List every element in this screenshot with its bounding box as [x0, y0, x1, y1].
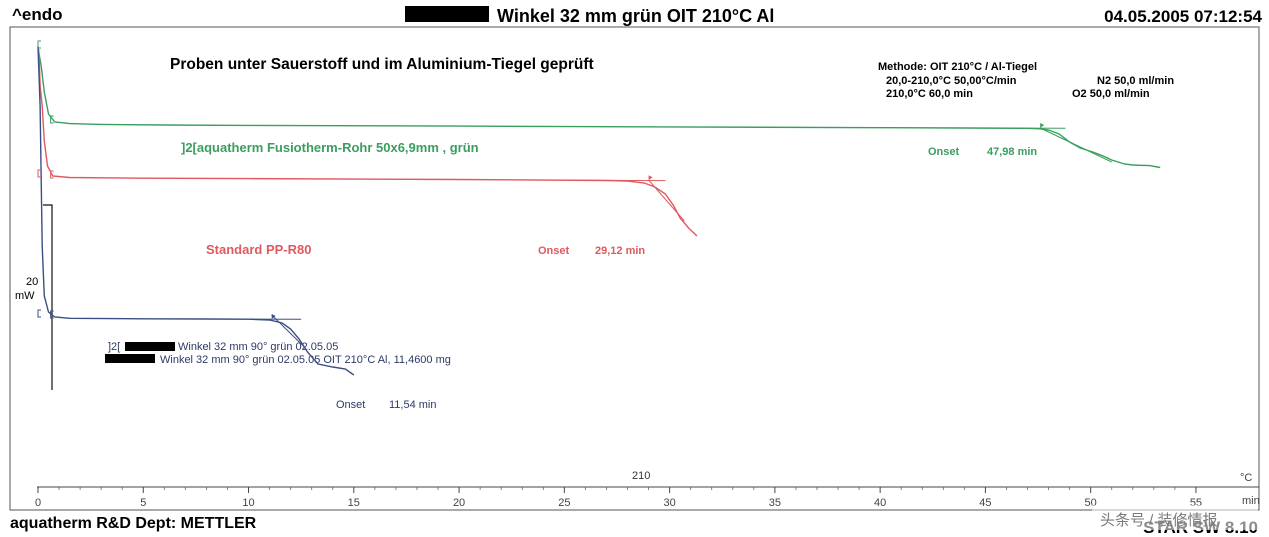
chart-frame [9, 26, 1260, 511]
limit-bracket-mark [37, 169, 41, 178]
sample-info-line1-prefix: ]2[ [108, 341, 120, 353]
onset-tangent-line [1039, 127, 1112, 163]
x-axis-tick-label: 0 [35, 497, 41, 509]
x-axis-tick-label: 20 [453, 497, 465, 509]
sample-info-line1: Winkel 32 mm 90° grün 02.05.05 [178, 341, 338, 353]
watermark-backdrop [1092, 505, 1258, 530]
y-scale-value: 20 [26, 276, 38, 288]
series-label-pp-r80: Standard PP-R80 [206, 242, 311, 257]
x-axis-ticks: 0 5 10 15 20 25 30 35 40 45 50 55 [35, 487, 1202, 509]
method-line1: Methode: OIT 210°C / Al-Tiegel [878, 61, 1037, 73]
onset-label-pp-r80: Onset [538, 245, 570, 257]
x-axis-tick-label: 30 [663, 497, 675, 509]
limit-bracket-mark [50, 170, 54, 179]
onset-label-fusiotherm: Onset [928, 146, 960, 158]
x-axis-tick-label: 35 [769, 497, 781, 509]
x-axis-tick-label: 45 [979, 497, 991, 509]
watermark-text: 头条号 / 装修情报 [1100, 512, 1218, 529]
series-line-2 [37, 46, 355, 376]
redacted-block [125, 342, 175, 351]
y-scale-unit: mW [15, 290, 35, 302]
x-axis-label: min [1242, 495, 1260, 507]
x-axis-tick-label: 5 [140, 497, 146, 509]
redacted-block [405, 6, 489, 22]
header-title: Winkel 32 mm grün OIT 210°C Al [497, 6, 774, 26]
onset-marker [1040, 123, 1045, 128]
series-line-1 [37, 46, 698, 237]
header-datetime: 04.05.2005 07:12:54 [1104, 7, 1262, 26]
method-line3b: O2 50,0 ml/min [1072, 88, 1150, 100]
method-line2b: N2 50,0 ml/min [1097, 75, 1174, 87]
limit-bracket-mark [37, 309, 41, 318]
limit-bracket-mark [50, 115, 54, 124]
series-layer [37, 40, 1161, 376]
x-axis-unit-right: °C [1240, 472, 1252, 484]
footer-dept: aquatherm R&D Dept: METTLER [10, 515, 257, 532]
x-axis-tick-label: 40 [874, 497, 886, 509]
onset-tangent-line [271, 314, 306, 349]
limit-bracket-mark [37, 40, 41, 49]
onset-label-winkel: Onset [336, 399, 365, 411]
y-scale-bar [43, 204, 53, 390]
x-axis-tick-label: 15 [348, 497, 360, 509]
x-axis-tick-label: 10 [242, 497, 254, 509]
x-axis-tick-label: 25 [558, 497, 570, 509]
header-endo-label: ^endo [12, 5, 63, 24]
method-line2a: 20,0-210,0°C 50,00°C/min [886, 75, 1017, 87]
temperature-label: 210 [632, 470, 650, 482]
onset-value-fusiotherm: 47,98 min [987, 146, 1037, 158]
series-label-fusiotherm: ]2[aquatherm Fusiotherm-Rohr 50x6,9mm , … [181, 140, 479, 155]
limit-bracket-mark [50, 310, 54, 319]
series-group-2 [37, 46, 355, 376]
chart-subtitle: Proben unter Sauerstoff und im Aluminium… [170, 56, 594, 73]
onset-marker [648, 175, 653, 181]
series-group-1 [37, 46, 698, 237]
sample-info-line2: Winkel 32 mm 90° grün 02.05.05 OIT 210°C… [160, 354, 451, 366]
method-line3a: 210,0°C 60,0 min [886, 88, 973, 100]
onset-value-pp-r80: 29,12 min [595, 245, 645, 257]
onset-tangent-line [648, 179, 685, 222]
onset-value-winkel: 11,54 min [389, 399, 437, 411]
redacted-block [105, 354, 155, 363]
onset-marker [271, 314, 276, 319]
